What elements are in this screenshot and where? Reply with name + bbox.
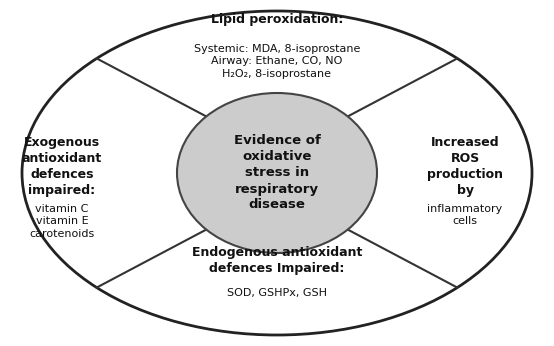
- Ellipse shape: [177, 93, 377, 253]
- Text: Exogenous
antioxidant
defences
impaired:: Exogenous antioxidant defences impaired:: [22, 136, 102, 197]
- Ellipse shape: [22, 11, 532, 335]
- Text: Systemic: MDA, 8-isoprostane
Airway: Ethane, CO, NO
H₂O₂, 8-isoprostane: Systemic: MDA, 8-isoprostane Airway: Eth…: [194, 44, 360, 79]
- Text: inflammatory
cells: inflammatory cells: [427, 204, 502, 226]
- Text: Lipid peroxidation:: Lipid peroxidation:: [211, 13, 343, 26]
- Text: Increased
ROS
production
by: Increased ROS production by: [427, 136, 503, 197]
- Text: Endogenous antioxidant
defences Impaired:: Endogenous antioxidant defences Impaired…: [192, 246, 362, 275]
- Text: Evidence of
oxidative
stress in
respiratory
disease: Evidence of oxidative stress in respirat…: [234, 135, 320, 211]
- Text: SOD, GSHPx, GSH: SOD, GSHPx, GSH: [227, 288, 327, 298]
- Text: vitamin C
vitamin E
carotenoids: vitamin C vitamin E carotenoids: [29, 204, 95, 239]
